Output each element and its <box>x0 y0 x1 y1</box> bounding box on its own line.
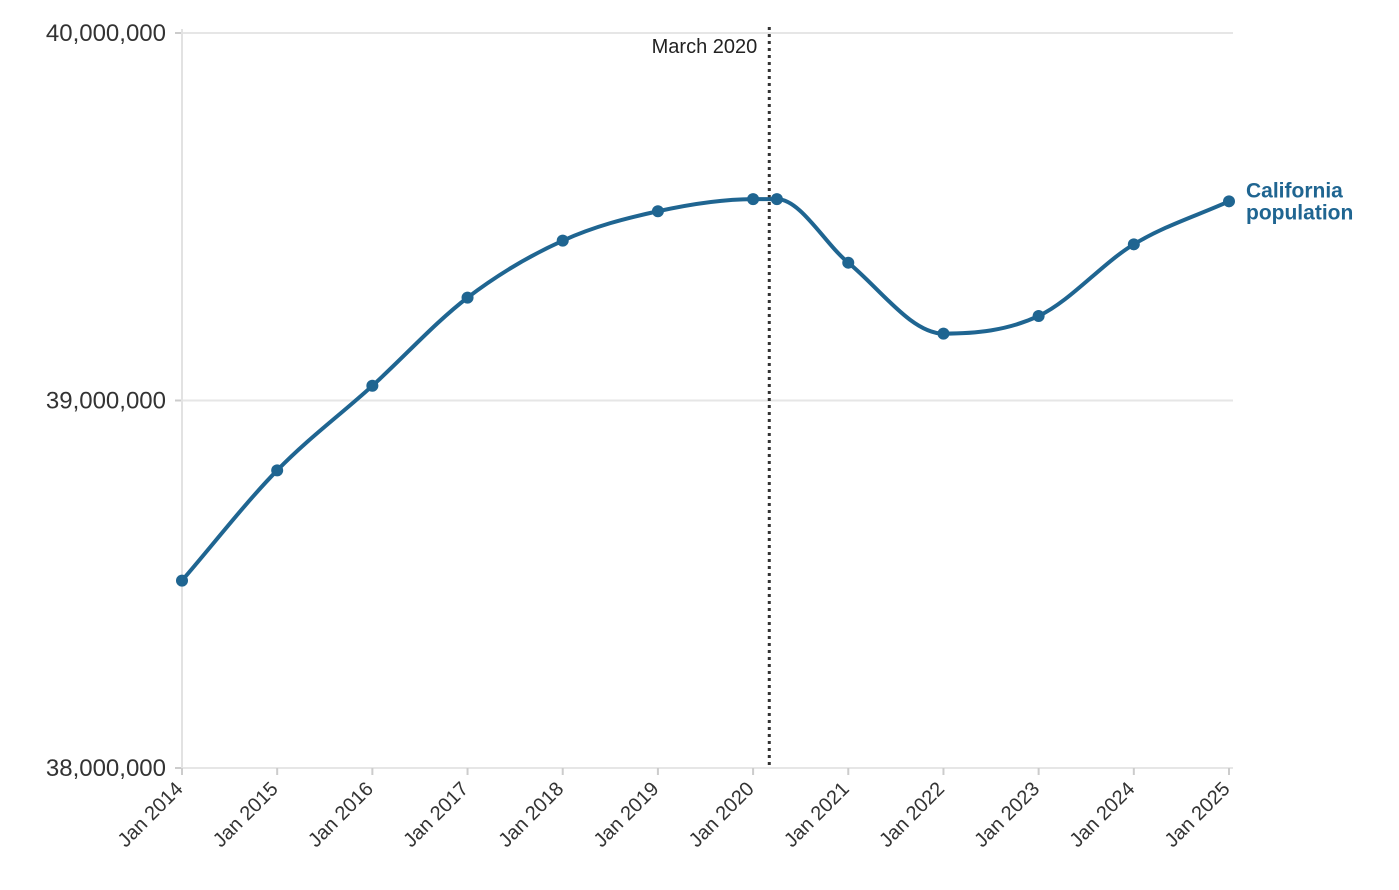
x-tick-label: Jan 2014 <box>114 778 188 852</box>
data-point <box>747 193 760 206</box>
x-tick-label: Jan 2016 <box>304 778 378 852</box>
data-point <box>176 574 188 587</box>
annotation-label: March 2020 <box>652 36 758 58</box>
data-point <box>1032 309 1045 322</box>
y-tick-label: 38,000,000 <box>46 755 166 782</box>
series-group <box>176 193 1235 587</box>
x-tick-label: Jan 2024 <box>1066 778 1140 852</box>
data-point <box>1223 195 1235 208</box>
y-tick-label: 39,000,000 <box>46 388 166 415</box>
annotations: March 2020 <box>652 27 771 768</box>
x-tick-label: Jan 2019 <box>590 778 664 852</box>
x-tick-label: Jan 2018 <box>495 778 569 852</box>
data-point <box>461 291 474 304</box>
series-line <box>180 197 1231 583</box>
data-point <box>556 234 569 247</box>
data-point <box>651 205 664 218</box>
x-tick-label: Jan 2022 <box>875 778 949 852</box>
data-point <box>1127 238 1140 251</box>
series-label: California population <box>1246 179 1353 224</box>
grid-lines <box>182 32 1233 769</box>
x-tick-label: Jan 2015 <box>209 778 283 852</box>
x-tick-label: Jan 2017 <box>399 778 473 852</box>
data-point <box>366 379 379 392</box>
series-labels: California population <box>1246 179 1353 224</box>
y-tick-label: 40,000,000 <box>46 20 166 47</box>
x-tick-label: Jan 2025 <box>1161 778 1235 852</box>
data-point <box>271 464 284 477</box>
axes: 38,000,000 39,000,000 40,000,000 Jan 2014 Ja… <box>46 20 1235 852</box>
x-tick-label: Jan 2021 <box>780 778 854 852</box>
x-tick-label: Jan 2023 <box>970 778 1044 852</box>
x-tick-label: Jan 2020 <box>685 778 759 852</box>
data-point <box>770 193 783 206</box>
data-point <box>937 327 950 340</box>
data-point <box>842 256 855 269</box>
